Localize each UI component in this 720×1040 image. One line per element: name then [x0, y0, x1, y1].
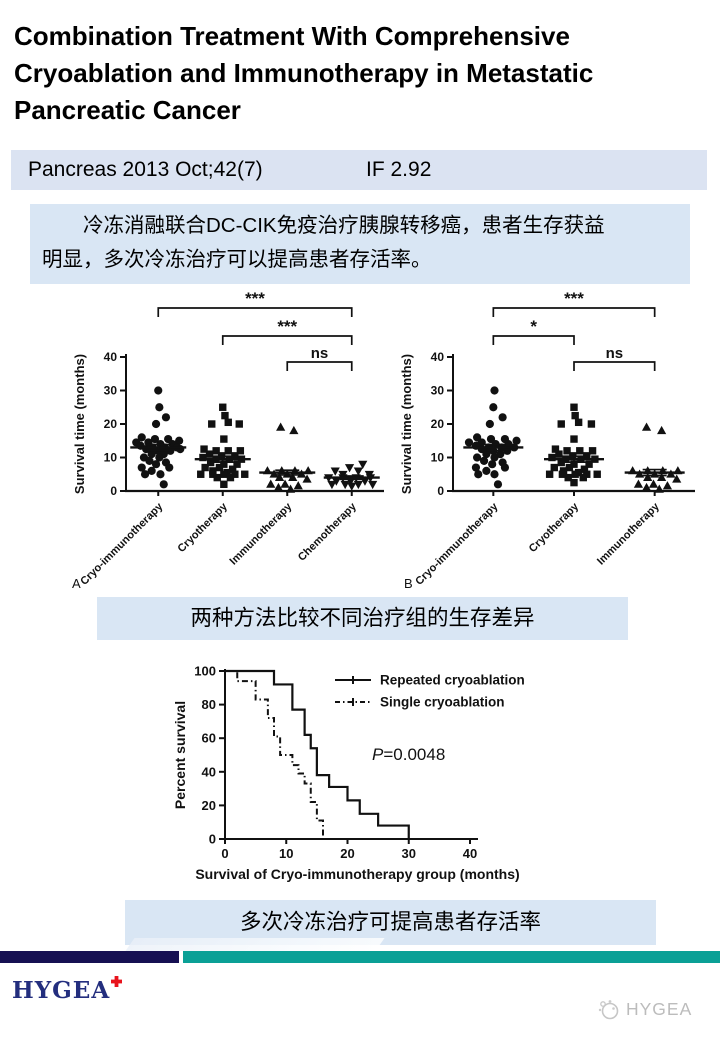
- svg-text:20: 20: [202, 798, 216, 813]
- km-survival-plot: 0 10 20 30 40 0 20 40 60 80 100 Percent survival Sur…: [172, 664, 525, 883]
- svg-text:Survival time (months): Survival time (months): [72, 354, 87, 494]
- svg-text:B: B: [404, 576, 413, 591]
- scatter-plot-panel-b: 0 10 20 30 40 Survival time (months) Cryo-immu…: [399, 289, 695, 591]
- svg-text:Cryotherapy: Cryotherapy: [176, 500, 231, 555]
- svg-text:20: 20: [104, 417, 118, 431]
- svg-text:10: 10: [279, 846, 293, 861]
- hygea-watermark: HYGEA: [597, 998, 692, 1020]
- svg-text:Percent survival: Percent survival: [172, 701, 188, 809]
- svg-text:60: 60: [202, 731, 216, 746]
- caption-comparison: 两种方法比较不同治疗组的生存差异: [97, 597, 628, 640]
- svg-text:ns: ns: [606, 345, 624, 362]
- hygea-logo: HYGEA: [12, 976, 123, 1004]
- svg-text:40: 40: [463, 846, 477, 861]
- svg-text:10: 10: [431, 451, 445, 465]
- svg-text:ns: ns: [311, 345, 329, 362]
- svg-text:Cryotherapy: Cryotherapy: [527, 500, 582, 555]
- footer-bar-navy: [0, 951, 179, 963]
- footer-bar-teal: [183, 951, 720, 963]
- summary-line-1: 冷冻消融联合DC-CIK免疫治疗胰腺转移癌，患者生存获益: [42, 214, 605, 237]
- scatter-plot-panel-a: 0 10 20 30 40 Survival time (months) Cryo-immu…: [72, 289, 384, 591]
- svg-text:40: 40: [431, 350, 445, 364]
- page-title: Combination Treatment With Comprehensive…: [14, 21, 594, 125]
- svg-text:100: 100: [194, 664, 216, 679]
- journal-bar: Pancreas 2013 Oct;42(7) IF 2.92: [11, 150, 707, 190]
- svg-text:20: 20: [431, 417, 445, 431]
- caption-conclusion: 多次冷冻治疗可提高患者存活率: [125, 900, 656, 945]
- svg-text:30: 30: [104, 384, 118, 398]
- svg-text:40: 40: [104, 350, 118, 364]
- svg-text:Immunotherapy: Immunotherapy: [228, 500, 295, 567]
- svg-text:0: 0: [209, 832, 216, 847]
- summary-line-2: 明显，多次冷冻治疗可以提高患者存活率。: [42, 248, 432, 271]
- hygea-logo-text: HYGEA: [12, 977, 111, 1004]
- svg-text:0: 0: [110, 484, 117, 498]
- svg-text:Survival of Cryo-immunotherapy: Survival of Cryo-immunotherapy group (mo…: [195, 866, 519, 882]
- svg-text:80: 80: [202, 697, 216, 712]
- svg-text:10: 10: [104, 451, 118, 465]
- svg-text:Cryo-immunotherapy: Cryo-immunotherapy: [78, 500, 166, 588]
- svg-text:20: 20: [340, 846, 354, 861]
- svg-text:P=0.0048: P=0.0048: [372, 745, 445, 764]
- journal-citation: Pancreas 2013 Oct;42(7): [28, 158, 263, 181]
- svg-text:0: 0: [437, 484, 444, 498]
- watermark-text: HYGEA: [626, 998, 693, 1019]
- svg-text:Survival time (months): Survival time (months): [399, 354, 414, 494]
- svg-text:Single cryoablation: Single cryoablation: [380, 695, 505, 710]
- svg-text:***: ***: [245, 289, 265, 308]
- watermark-logo-icon: [597, 998, 621, 1020]
- svg-text:*: *: [530, 317, 537, 336]
- logo-cross-icon: [111, 966, 123, 993]
- svg-text:40: 40: [202, 764, 216, 779]
- svg-text:30: 30: [431, 384, 445, 398]
- footer-decor-streak: [125, 938, 385, 951]
- svg-text:Repeated cryoablation: Repeated cryoablation: [380, 673, 525, 688]
- impact-factor: IF 2.92: [366, 158, 432, 181]
- svg-text:***: ***: [277, 317, 297, 336]
- summary-box: 冷冻消融联合DC-CIK免疫治疗胰腺转移癌，患者生存获益 明显，多次冷冻治疗可以…: [30, 204, 690, 284]
- svg-text:Immunotherapy: Immunotherapy: [595, 500, 662, 567]
- svg-text:Chemotherapy: Chemotherapy: [296, 500, 360, 564]
- svg-text:Cryo-immunotherapy: Cryo-immunotherapy: [413, 500, 501, 588]
- svg-text:A: A: [72, 576, 81, 591]
- svg-text:0: 0: [221, 846, 228, 861]
- svg-text:***: ***: [564, 289, 584, 308]
- svg-text:30: 30: [402, 846, 416, 861]
